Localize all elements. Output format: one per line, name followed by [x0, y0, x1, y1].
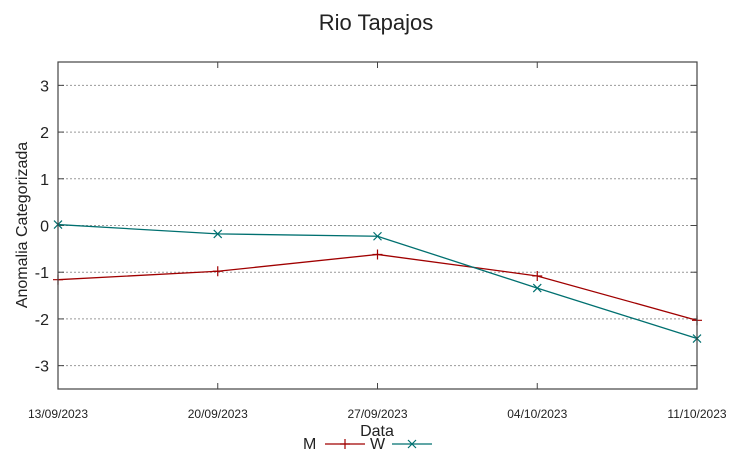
data-point-M	[532, 270, 543, 281]
legend-marker	[340, 439, 350, 449]
y-axis-label: Anomalia Categorizada	[14, 142, 31, 308]
y-tick-label: 3	[40, 78, 49, 95]
chart-title: Rio Tapajos	[319, 10, 434, 35]
data-point-M	[212, 266, 223, 277]
series-line-M	[57, 253, 698, 321]
legend-label: W	[370, 436, 386, 453]
legend-label: M	[303, 436, 316, 453]
y-tick-label: 1	[40, 172, 49, 189]
y-tick-label: -3	[35, 359, 49, 376]
y-tick-label: -2	[35, 312, 49, 329]
data-point-W	[213, 229, 223, 239]
data-point-M	[372, 249, 383, 260]
x-tick-label: 13/09/2023	[28, 407, 88, 421]
y-tick-label: -1	[35, 265, 49, 282]
x-tick-label: 27/09/2023	[347, 407, 407, 421]
data-point-W	[532, 283, 542, 293]
y-tick-label: 0	[40, 219, 49, 236]
y-tick-label: 2	[40, 125, 49, 142]
data-point-W	[373, 231, 382, 241]
plot-border	[57, 61, 698, 390]
legend-marker	[407, 439, 417, 449]
x-tick-label: 20/09/2023	[188, 407, 248, 421]
series-line-W	[57, 223, 698, 340]
x-axis-label: Data	[360, 423, 394, 440]
x-tick-label: 11/10/2023	[667, 407, 726, 421]
x-tick-label: 04/10/2023	[507, 407, 567, 421]
